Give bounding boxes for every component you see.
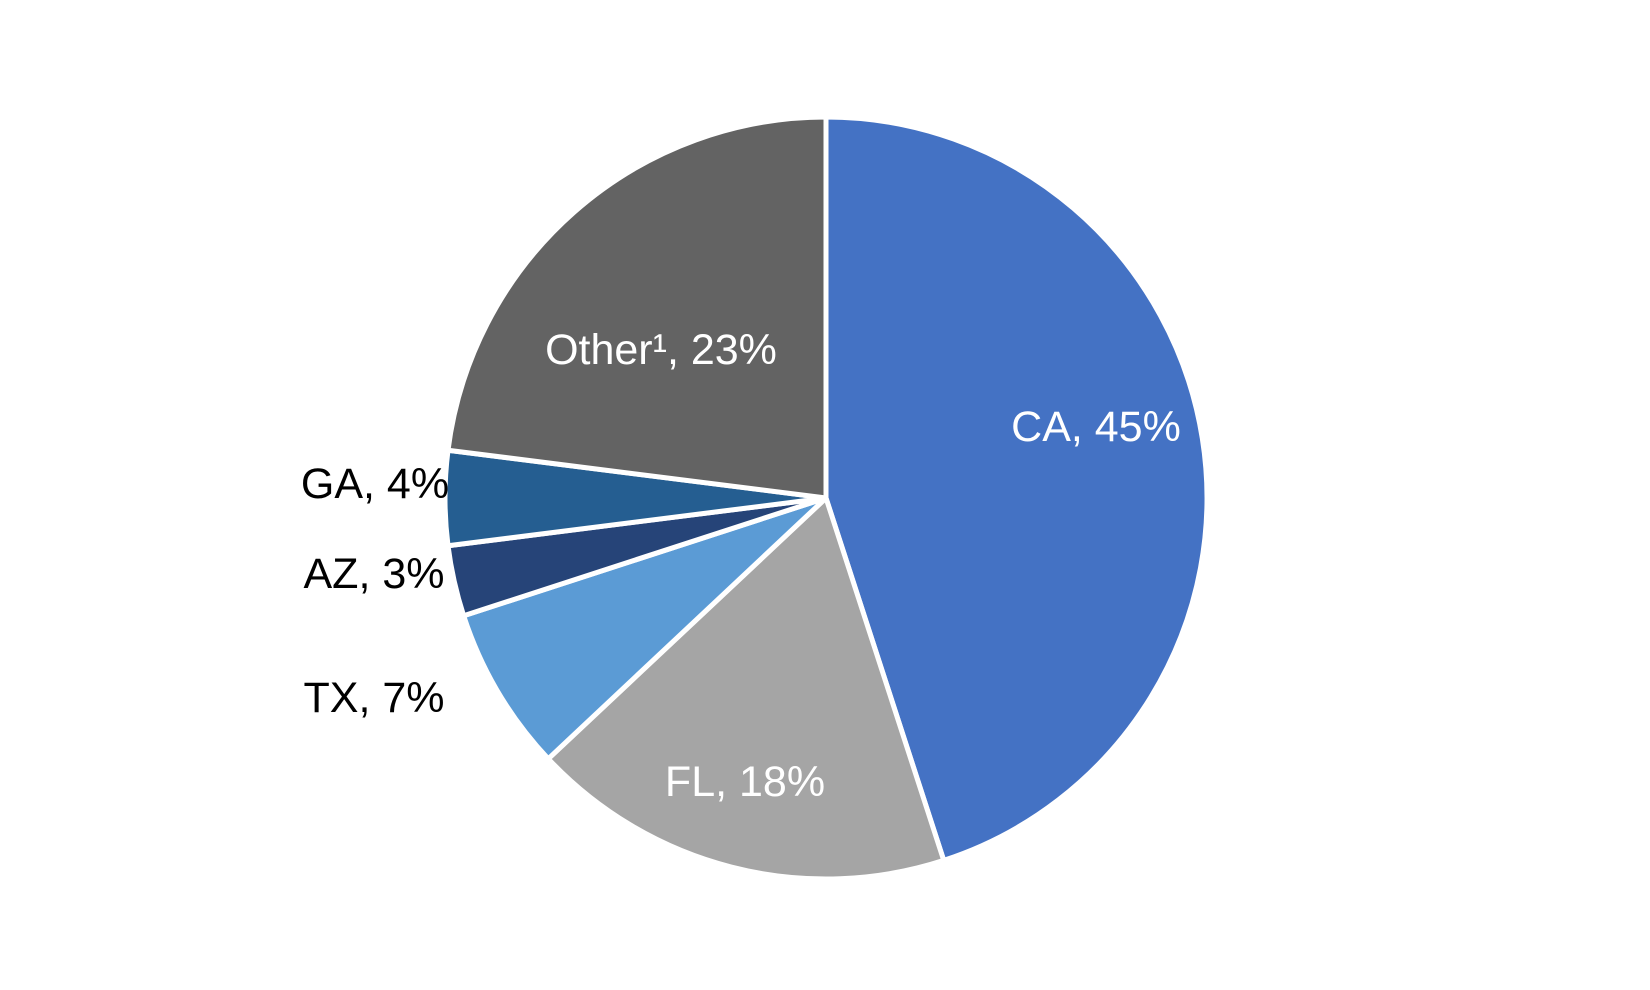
pie-slice-tx (461, 495, 829, 762)
slices-layer (442, 114, 1210, 882)
slice-label-fl: FL, 18% (665, 758, 825, 806)
slice-label-other: Other¹, 23% (545, 326, 777, 374)
slice-label-tx: TX, 7% (304, 674, 445, 722)
slice-label-az: AZ, 3% (304, 550, 445, 598)
slice-label-ca: CA, 45% (1011, 403, 1181, 451)
pie-slice-other (445, 114, 829, 501)
labels-layer: CA, 45% FL, 18% TX, 7% AZ, 3% GA, 4% Other¹, … (301, 326, 1181, 806)
pie-slice-fl (545, 495, 947, 882)
pie-slice-ca (823, 114, 1210, 863)
slice-label-ga: GA, 4% (301, 460, 449, 508)
